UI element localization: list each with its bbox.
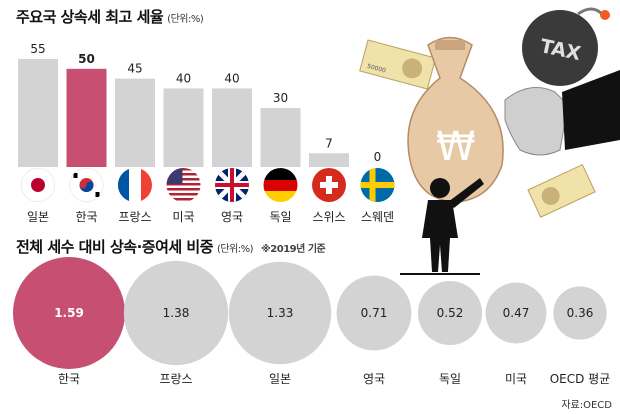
bubble-1 (123, 260, 229, 366)
bubble-category-label: 한국 (58, 372, 80, 386)
bar-value-label: 30 (273, 91, 288, 105)
source-note: 자료:OECD (561, 400, 612, 411)
bubble-value-label: 1.38 (163, 306, 190, 320)
bubble-value-label: 1.33 (267, 306, 294, 320)
bar-3 (163, 88, 204, 167)
bar-value-label: 50 (78, 52, 95, 66)
bubble-3 (336, 275, 412, 351)
switzerland-flag (312, 168, 346, 202)
bubble-value-label: 0.47 (503, 306, 530, 320)
usa-flag (166, 168, 201, 202)
bubble-0 (13, 257, 125, 369)
tax-rate-bar-chart: 55 일본 50 한국 45 프랑스 40 미국 40 영국 30 독일 7 스위스 0 스웨덴 (18, 42, 395, 224)
bar-category-label: 스웨덴 (361, 210, 394, 224)
bubble-value-label: 0.52 (437, 306, 464, 320)
uk-flag (215, 168, 249, 202)
bubble-category-label: 프랑스 (159, 372, 192, 386)
bubble-value-label: 0.71 (361, 306, 388, 320)
germany-flag (263, 168, 298, 202)
bar-category-label: 독일 (269, 210, 291, 224)
sweden-flag (360, 168, 395, 202)
bar-chart-title: 주요국 상속세 최고 세율 (단위:%) (16, 8, 204, 26)
bar-value-label: 0 (374, 150, 382, 164)
bar-value-label: 40 (224, 71, 239, 85)
bubble-value-label: 0.36 (567, 306, 594, 320)
bubble-4 (417, 280, 483, 346)
bar-category-label: 스위스 (312, 210, 345, 224)
bar-category-label: 프랑스 (118, 210, 151, 224)
bubble-category-label: 독일 (439, 372, 461, 386)
bubble-chart-title: 전체 세수 대비 상속·증여세 비중 (단위:%) ※2019년 기준 (16, 238, 326, 256)
france-flag (118, 168, 152, 202)
japan-flag (21, 168, 55, 202)
bubble-6 (553, 286, 607, 340)
bar-5 (260, 108, 301, 167)
bar-2 (115, 78, 155, 167)
bar-value-label: 7 (325, 136, 333, 150)
bar-value-label: 55 (30, 42, 45, 56)
bar-1 (66, 68, 107, 167)
bubble-category-label: 일본 (269, 372, 291, 386)
share-bubble-chart: 1.59 한국 1.38 프랑스 1.33 일본 0.71 영국 0.52 독일 0.47 미국 0.3… (13, 257, 611, 386)
banknote-icon: 50000 (359, 39, 437, 90)
bar-category-label: 일본 (27, 210, 49, 224)
banknote-icon-lower (527, 163, 596, 218)
tax-illustration: 50000 TAX ₩ (359, 7, 620, 275)
bubble-category-label: 영국 (363, 372, 385, 386)
bar-6 (309, 153, 349, 167)
hand-icon (504, 70, 620, 156)
bubble-value-label: 1.59 (54, 306, 84, 320)
bar-value-label: 45 (127, 62, 142, 76)
banknote-value-text: 50000 (366, 63, 386, 75)
bubble-5 (485, 282, 547, 344)
bar-4 (212, 88, 252, 167)
bar-category-label: 미국 (172, 210, 194, 224)
bubble-category-label: OECD 평균 (550, 372, 611, 386)
person-silhouette-icon (400, 178, 484, 275)
bar-category-label: 영국 (221, 210, 243, 224)
bubble-category-label: 미국 (505, 372, 527, 386)
bubble-2 (228, 261, 332, 365)
bar-category-label: 한국 (75, 210, 97, 224)
bar-0 (18, 59, 58, 167)
south-korea-flag (69, 168, 104, 202)
bar-value-label: 40 (176, 71, 191, 85)
won-symbol: ₩ (436, 124, 476, 170)
bomb-icon: TAX (522, 7, 610, 86)
